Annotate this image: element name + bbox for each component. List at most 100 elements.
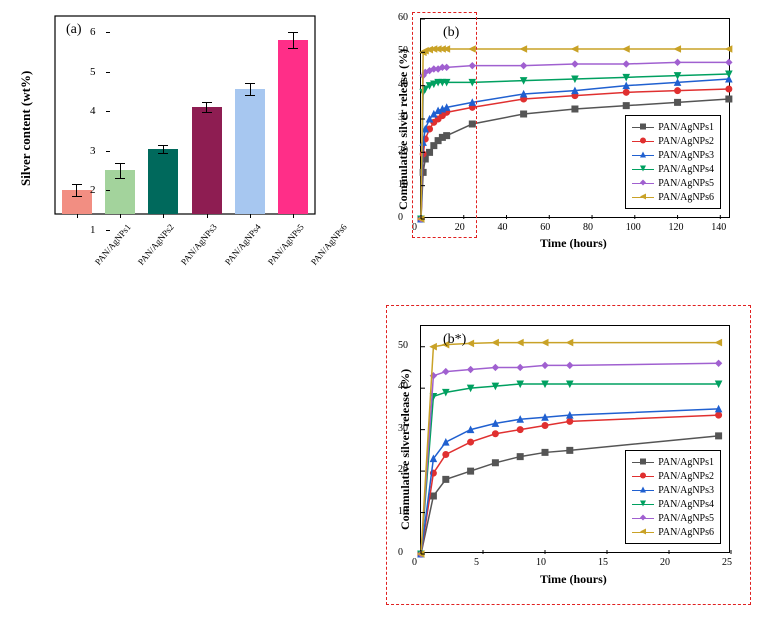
legend-label: PAN/AgNPs4 xyxy=(658,163,714,176)
xtick: 10 xyxy=(536,557,546,568)
bar-category: PAN/AgNPs5 xyxy=(266,222,306,267)
series-marker xyxy=(567,362,573,368)
panel-bstar-plot: (b*) PAN/AgNPs1PAN/AgNPs2PAN/AgNPs3PAN/A… xyxy=(420,325,730,553)
series-marker xyxy=(469,121,475,127)
legend-item: PAN/AgNPs1 xyxy=(632,455,714,469)
series-marker xyxy=(443,369,449,375)
legend-item: PAN/AgNPs5 xyxy=(632,511,714,525)
series-marker xyxy=(623,103,629,109)
ytick: 60 xyxy=(398,12,408,23)
xtick: 20 xyxy=(455,222,465,233)
xtick: 0 xyxy=(412,557,417,568)
legend-label: PAN/AgNPs2 xyxy=(658,470,714,483)
xtick: 80 xyxy=(583,222,593,233)
series-marker xyxy=(567,418,573,424)
legend-label: PAN/AgNPs3 xyxy=(658,149,714,162)
ytick: 0 xyxy=(398,547,403,558)
xtick: 0 xyxy=(412,222,417,233)
panel-a-plot: 123456 xyxy=(55,16,315,214)
series-marker xyxy=(567,447,573,453)
ytick: 0 xyxy=(398,212,403,223)
series-marker xyxy=(469,46,475,52)
series-marker xyxy=(443,476,449,482)
series-marker xyxy=(572,61,578,67)
legend-item: PAN/AgNPs2 xyxy=(632,469,714,483)
legend-label: PAN/AgNPs5 xyxy=(658,177,714,190)
legend-label: PAN/AgNPs1 xyxy=(658,456,714,469)
xtick: 15 xyxy=(598,557,608,568)
series-marker xyxy=(716,340,722,346)
xtick: 20 xyxy=(660,557,670,568)
series-marker xyxy=(623,89,629,95)
series-marker xyxy=(716,412,722,418)
legend-label: PAN/AgNPs2 xyxy=(658,135,714,148)
panel-bstar-ylabel: Commulative silver release (%) xyxy=(398,369,413,530)
legend-item: PAN/AgNPs2 xyxy=(632,134,714,148)
series-marker xyxy=(492,431,498,437)
series-marker xyxy=(675,46,681,52)
xtick: 120 xyxy=(669,222,684,233)
xtick: 25 xyxy=(722,557,732,568)
series-marker xyxy=(444,64,450,70)
bar-category: PAN/AgNPs4 xyxy=(223,222,263,267)
series-marker xyxy=(572,46,578,52)
series-marker xyxy=(443,439,449,445)
bar xyxy=(148,149,178,214)
series-marker xyxy=(542,422,548,428)
series-marker xyxy=(443,452,449,458)
series-marker xyxy=(468,340,474,346)
bar-category: PAN/AgNPs2 xyxy=(136,222,176,267)
series-marker xyxy=(444,133,450,139)
legend-item: PAN/AgNPs4 xyxy=(632,497,714,511)
series-marker xyxy=(542,340,548,346)
panel-bstar-xlabel: Time (hours) xyxy=(540,572,607,587)
legend-item: PAN/AgNPs6 xyxy=(632,190,714,204)
series-marker xyxy=(430,493,436,499)
series-marker xyxy=(492,364,498,370)
panel-b-legend: PAN/AgNPs1PAN/AgNPs2PAN/AgNPs3PAN/AgNPs4… xyxy=(625,115,721,209)
series-marker xyxy=(468,367,474,373)
series-marker xyxy=(468,439,474,445)
series-marker xyxy=(726,86,732,92)
bar xyxy=(192,107,222,214)
series-marker xyxy=(675,88,681,94)
legend-label: PAN/AgNPs6 xyxy=(658,526,714,539)
series-marker xyxy=(521,63,527,69)
series-marker xyxy=(542,449,548,455)
panel-bstar-legend: PAN/AgNPs1PAN/AgNPs2PAN/AgNPs3PAN/AgNPs4… xyxy=(625,450,721,544)
panel-b-plot: (b) PAN/AgNPs1PAN/AgNPs2PAN/AgNPs3PAN/Ag… xyxy=(420,18,730,218)
xtick: 60 xyxy=(540,222,550,233)
series-marker xyxy=(468,468,474,474)
legend-item: PAN/AgNPs1 xyxy=(632,120,714,134)
legend-item: PAN/AgNPs6 xyxy=(632,525,714,539)
series-marker xyxy=(492,460,498,466)
series-marker xyxy=(521,111,527,117)
bar xyxy=(235,89,265,214)
panel-b-ylabel: Commulative silver release (%) xyxy=(396,49,411,210)
legend-item: PAN/AgNPs3 xyxy=(632,483,714,497)
bar-category: PAN/AgNPs3 xyxy=(179,222,219,267)
legend-label: PAN/AgNPs3 xyxy=(658,484,714,497)
series-marker xyxy=(521,46,527,52)
series-marker xyxy=(517,454,523,460)
legend-label: PAN/AgNPs5 xyxy=(658,512,714,525)
legend-label: PAN/AgNPs6 xyxy=(658,191,714,204)
panel-a-ylabel: Silver content (wt%) xyxy=(18,71,34,186)
bar-category: PAN/AgNPs6 xyxy=(309,222,349,267)
series-marker xyxy=(726,46,732,52)
bar xyxy=(278,40,308,214)
legend-label: PAN/AgNPs4 xyxy=(658,498,714,511)
xtick: 40 xyxy=(498,222,508,233)
xtick: 5 xyxy=(474,557,479,568)
series-marker xyxy=(726,59,732,65)
series-marker xyxy=(623,46,629,52)
legend-label: PAN/AgNPs1 xyxy=(658,121,714,134)
series-marker xyxy=(492,340,498,346)
series-marker xyxy=(542,362,548,368)
panel-bstar-label: (b*) xyxy=(443,332,466,348)
xtick: 100 xyxy=(626,222,641,233)
bar-category: PAN/AgNPs1 xyxy=(93,222,133,267)
panel-b-xlabel: Time (hours) xyxy=(540,236,607,251)
series-marker xyxy=(726,96,732,102)
series-marker xyxy=(675,99,681,105)
